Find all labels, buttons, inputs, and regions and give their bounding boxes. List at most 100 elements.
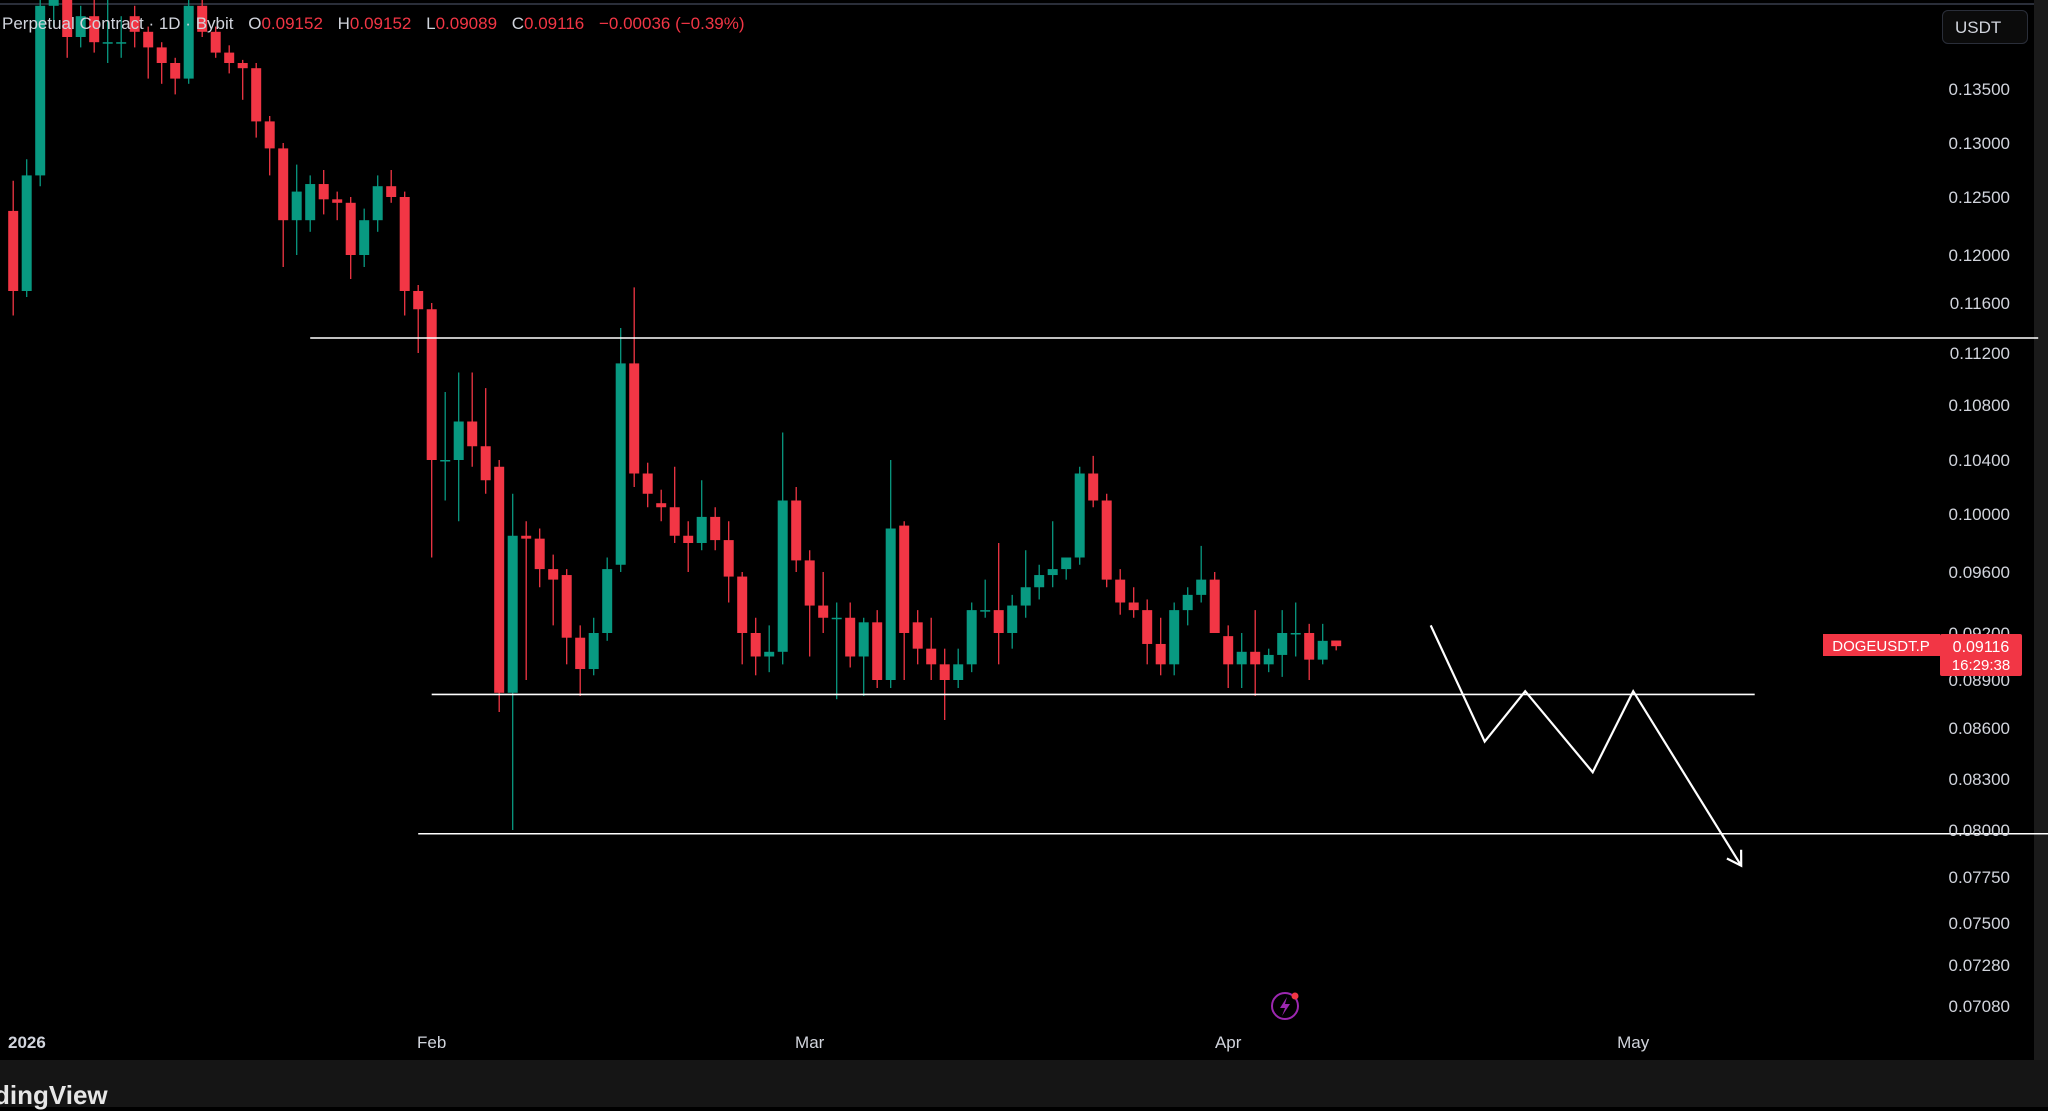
currency-selector-button[interactable]: USDT [1942,10,2028,44]
candle-body [224,52,235,63]
candle [534,528,545,588]
candle [62,0,73,58]
candle-body [764,651,775,657]
candle [696,480,707,551]
candle-body [588,633,599,670]
candle-body [345,202,356,255]
candle-body [1277,633,1288,655]
candle [480,388,491,494]
symbol-description[interactable]: Perpetual Contract · 1D · Bybit [2,14,234,33]
candle [237,59,248,100]
candle [102,0,113,63]
price-tick-label: 0.13000 [1949,134,2010,153]
high-value: 0.09152 [349,14,412,33]
candle-body [480,446,491,481]
time-tick-label: Mar [795,1033,825,1052]
candle [750,617,761,676]
time-axis[interactable]: 2026 Feb Mar Apr May [8,1033,1650,1052]
candle [48,0,59,27]
candle-body [1196,579,1207,595]
candle-body [1250,651,1261,665]
time-tick-label: Feb [417,1033,446,1052]
candle [642,462,653,508]
candle-body [818,605,829,618]
candle-body [237,63,248,69]
candle-body [102,42,113,44]
candle [21,159,32,297]
candle [1263,648,1274,673]
candle [1223,625,1234,688]
candle-body [1304,633,1315,660]
candle [804,550,815,657]
lightning-icon[interactable] [1271,992,1299,1020]
candle-body [1209,579,1220,633]
candle-body [750,633,761,657]
candle-body [723,540,734,577]
candle [926,617,937,680]
price-axis[interactable]: 0.13500 0.13000 0.12500 0.12000 0.11600 0.112… [1949,80,2010,1016]
candle-body [507,535,518,693]
candle-body [1088,473,1099,501]
candle-body [440,460,451,462]
candle [548,554,559,626]
candle [1290,602,1301,657]
candle-body [669,507,680,536]
candle [1209,572,1220,633]
candle-body [129,16,140,32]
candle [1169,602,1180,676]
candle [1304,623,1315,680]
candle [1047,521,1058,588]
change-value: −0.00036 (−0.39%) [598,14,745,33]
candle [710,507,721,551]
time-tick-label: Apr [1215,1033,1242,1052]
candle-body [615,363,626,565]
candle [872,610,883,688]
projection-path[interactable] [1429,624,1743,867]
candle [777,432,788,665]
high-label: H [337,14,350,33]
candle [1236,633,1247,688]
candle [1101,493,1112,588]
candle-body [737,576,748,633]
candle-body [21,175,32,291]
candle-body [89,16,100,43]
close-value: 0.09116 [524,14,585,33]
candle-body [912,622,923,649]
candle-body [1317,640,1328,660]
last-price-value: 0.09116 [1953,639,2010,656]
candle-body [426,309,437,460]
tradingview-logo[interactable]: dingView [0,1080,108,1110]
candle [993,543,1004,665]
candle-body [372,186,383,221]
low-value: 0.09089 [435,14,498,33]
candle [939,648,950,720]
candle [467,372,478,467]
candle-body [966,610,977,665]
candle [656,489,667,522]
candle-body [386,186,397,197]
candle-body [143,31,154,48]
candle-body [710,516,721,541]
candle [8,180,19,316]
candle-body [1007,605,1018,633]
candle [1331,640,1342,651]
candle-body [183,5,194,79]
right-scrollbar[interactable] [2034,0,2048,1060]
candle-body [1331,640,1342,647]
price-tick-label: 0.10800 [1949,396,2010,415]
candle [453,372,464,522]
candle-body [1169,610,1180,665]
candle [1196,545,1207,603]
candle-body [845,617,856,657]
candles-layer [8,0,1342,830]
candle-body [1020,587,1031,606]
candle-body [642,473,653,494]
candle-body [980,610,991,612]
candle [953,648,964,688]
candle-body [332,199,343,203]
candle-body [1223,636,1234,665]
candle [359,208,370,267]
price-tick-label: 0.07500 [1949,914,2010,933]
candle [602,557,613,641]
